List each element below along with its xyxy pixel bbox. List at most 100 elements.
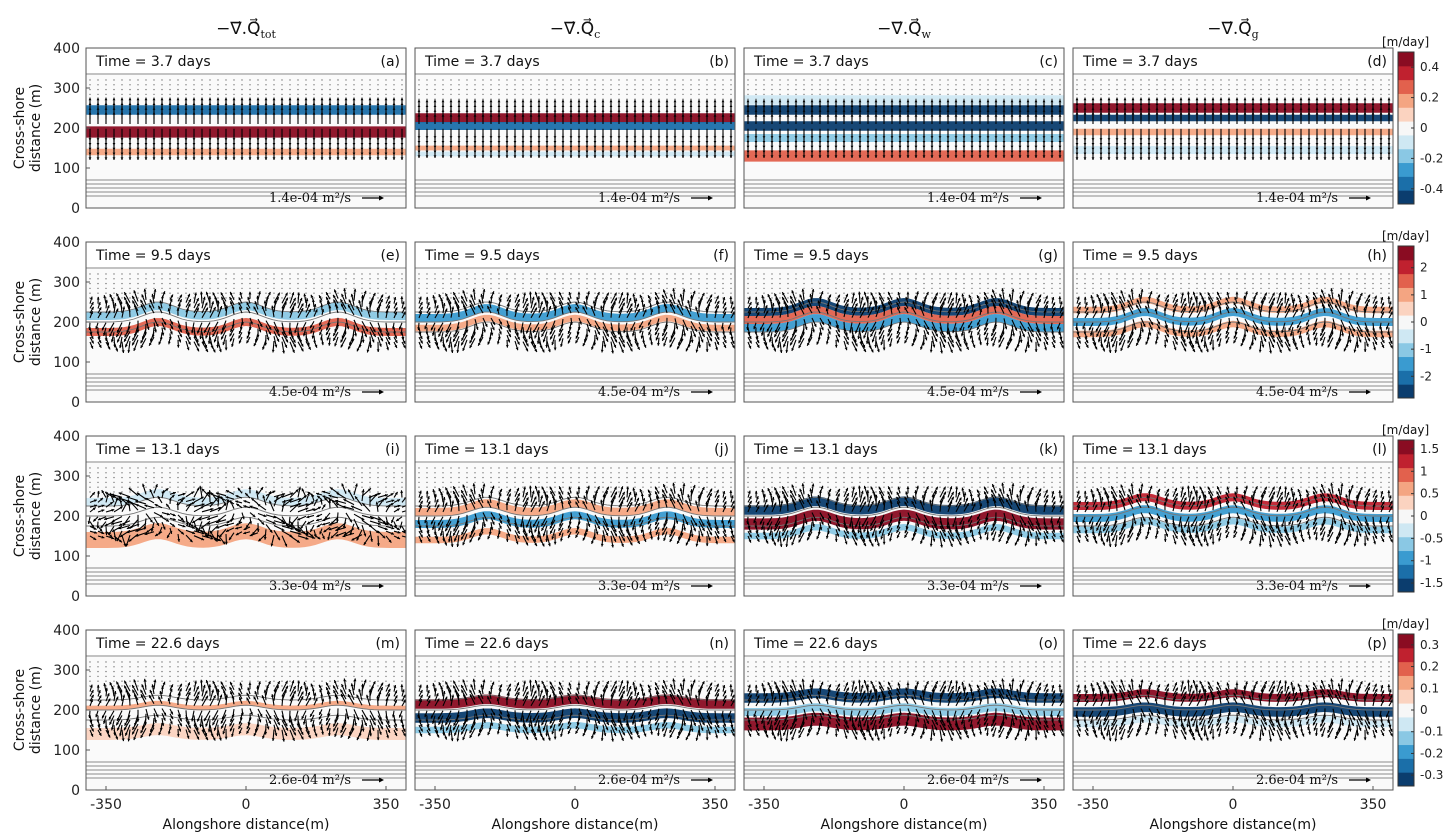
panel-frame <box>414 47 736 209</box>
flux-vector-head <box>312 152 316 156</box>
vector-dot <box>89 84 91 86</box>
flux-vector-head <box>402 306 406 310</box>
flux-vector-head <box>1163 152 1167 156</box>
flux-vector-head <box>802 136 806 139</box>
flow-contour <box>415 301 735 313</box>
flux-vector-head <box>277 333 280 337</box>
flux-vector-head <box>1203 157 1207 160</box>
vector-dot <box>321 273 323 275</box>
vector-dot <box>1220 79 1222 81</box>
flux-vector-head <box>124 334 128 338</box>
flux-vector-head <box>160 138 164 141</box>
flux-vector-head <box>161 332 165 336</box>
flux-vector-head <box>954 141 958 144</box>
vector-dot <box>1260 84 1262 86</box>
flux-vector-head <box>132 342 135 346</box>
flux-vector-head <box>1211 138 1215 141</box>
vector-dot <box>923 98 925 100</box>
flux-vector-head <box>810 155 814 158</box>
flux-vector-head <box>553 150 557 154</box>
panel-frame <box>1072 47 1394 209</box>
flux-vector-head <box>1034 145 1038 149</box>
flux-vector-head <box>1323 147 1327 151</box>
flux-vector-head <box>1387 138 1391 141</box>
flux-vector-head <box>400 296 404 299</box>
flux-vector-head <box>794 136 798 139</box>
vector-dot <box>698 98 700 100</box>
vector-dot <box>722 79 724 81</box>
flux-vector-head <box>208 97 212 101</box>
vector-dot <box>1220 88 1222 91</box>
flux-vector-head <box>208 296 212 299</box>
vector-dot <box>578 98 580 100</box>
flux-vector-head <box>1379 143 1383 146</box>
flow-contour <box>86 301 406 313</box>
flux-vector-head <box>319 299 323 303</box>
flux-vector-head <box>826 145 830 149</box>
vector-dot <box>121 278 123 280</box>
flux-vector-head <box>1034 155 1038 158</box>
vector-dot <box>185 79 187 81</box>
flux-vector-head <box>561 99 565 103</box>
flux-vector-head <box>1139 152 1143 156</box>
vector-dot <box>779 79 781 81</box>
flux-vector-head <box>1267 147 1271 151</box>
flux-vector-head <box>553 136 557 139</box>
flux-vector-head <box>288 157 292 160</box>
flux-vector-head <box>386 347 389 351</box>
vector-dot <box>225 287 227 290</box>
flux-vector-head <box>1227 147 1231 151</box>
vector-dot <box>714 84 716 86</box>
flux-vector-head <box>778 155 782 158</box>
flux-vector-head <box>1026 145 1030 149</box>
vector-dot <box>618 84 620 86</box>
vector-dot <box>1043 93 1045 96</box>
panel-letter: (c) <box>1039 54 1058 70</box>
vector-dot <box>193 292 195 294</box>
flux-vector-head <box>1034 141 1038 144</box>
flux-vector-head <box>146 326 150 330</box>
vector-dot <box>289 292 291 294</box>
flux-vector-head <box>1002 155 1006 158</box>
vector-dot <box>843 84 845 86</box>
vector-dot <box>642 93 644 96</box>
vector-dot <box>121 79 123 81</box>
vector-dot <box>385 88 387 91</box>
flux-vector-head <box>1355 157 1359 160</box>
flux-vector-head <box>1042 150 1046 154</box>
vector-dot <box>1156 84 1158 86</box>
vector-dot <box>185 278 187 280</box>
flux-vector-head <box>649 136 653 139</box>
flux-vector-head <box>276 329 279 333</box>
panel-f: Time = 9.5 days (f)4.5e-04 m²/s <box>414 241 736 403</box>
flux-vector-head <box>1026 136 1030 139</box>
vector-dot <box>907 93 909 96</box>
flux-vector-head <box>874 99 878 103</box>
vector-dot <box>97 282 99 285</box>
vector-dot <box>393 273 395 275</box>
flux-vector-head <box>681 99 685 103</box>
vector-dot <box>1380 93 1382 96</box>
vector-dot <box>89 287 91 290</box>
flux-vector-head <box>1026 155 1030 158</box>
shading-band <box>1073 146 1393 154</box>
vector-dot <box>345 84 347 86</box>
flux-vector-head <box>205 307 208 311</box>
flux-vector-head <box>314 309 318 313</box>
shading-band <box>1073 103 1393 113</box>
flux-vector-head <box>954 145 958 149</box>
vector-dot <box>1059 88 1061 91</box>
flux-vector-head <box>352 97 356 101</box>
vector-dot <box>546 98 548 100</box>
flux-vector-head <box>481 155 485 158</box>
flux-vector-head <box>328 152 332 156</box>
vector-dot <box>105 79 107 81</box>
vector-dot <box>129 88 131 91</box>
flux-vector-head <box>1331 97 1335 101</box>
vector-dot <box>1084 88 1086 91</box>
flux-vector-head <box>109 333 112 337</box>
flux-vector-head <box>794 99 798 103</box>
vector-dot <box>121 84 123 86</box>
vector-dot <box>987 93 989 96</box>
vector-dot <box>281 79 283 81</box>
